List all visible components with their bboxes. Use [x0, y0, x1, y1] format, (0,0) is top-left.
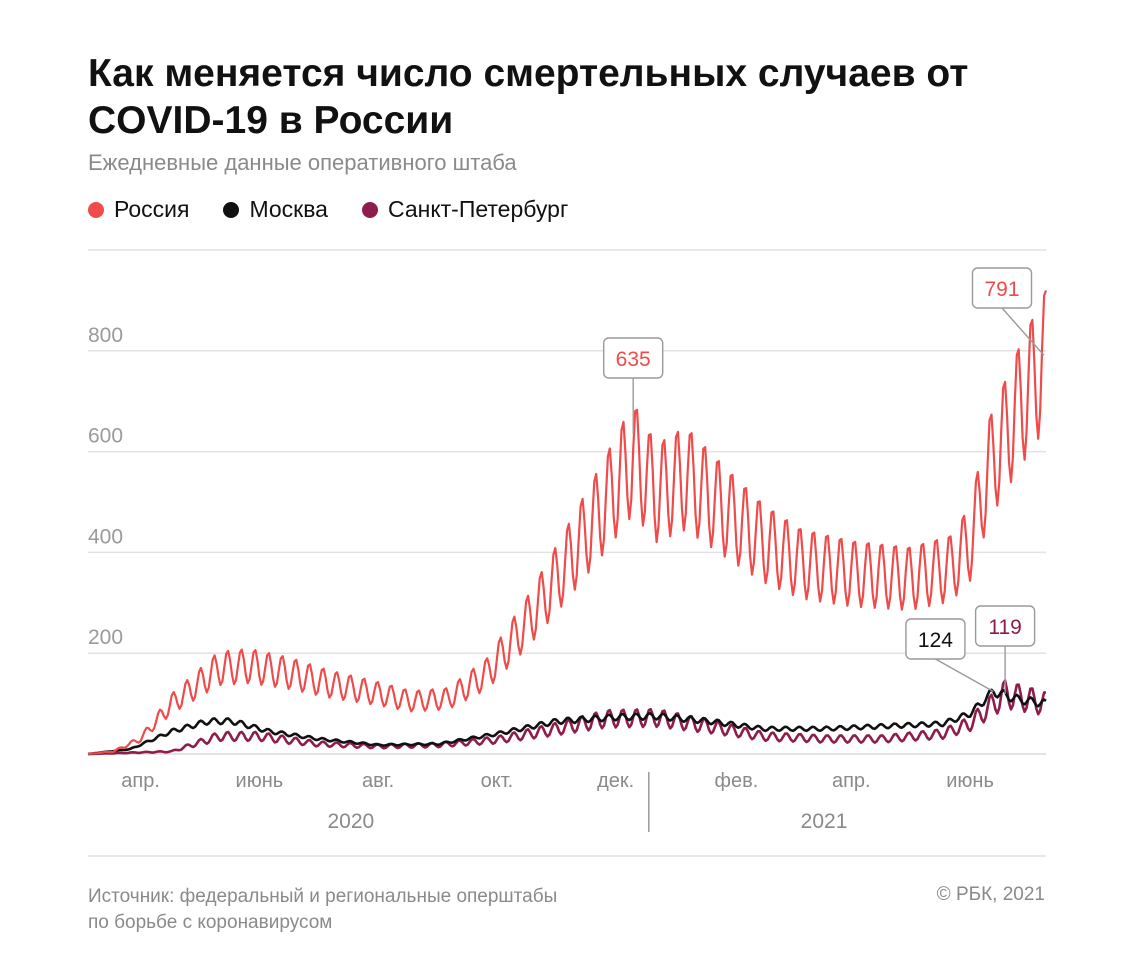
annotation-moscow-label: 124	[918, 629, 953, 652]
legend: Россия Москва Санкт-Петербург	[88, 196, 568, 223]
annotation-russia-last-leader	[1001, 307, 1045, 356]
chart-subtitle: Ежедневные данные оперативного штаба	[88, 150, 517, 175]
annotation-russia-peak-box	[603, 337, 664, 379]
annotation-moscow-box	[905, 618, 966, 660]
y-tick-label-200: 200	[88, 626, 123, 649]
chart-title: Как меняется число смертельных случаев о…	[88, 52, 969, 142]
legend-label-spb: Санкт-Петербург	[387, 196, 569, 222]
y-tick-label-400: 400	[88, 525, 123, 548]
legend-dot-spb-icon	[361, 201, 378, 218]
x-tick-label-2: авг.	[362, 770, 394, 792]
source-line-1: Источник: федеральный и региональные опе…	[88, 886, 558, 907]
annotation-russia-peak-label: 635	[616, 348, 651, 371]
x-tick-label-1: июнь	[236, 770, 284, 792]
series-line-russia	[87, 290, 1048, 756]
source-note: Источник: федеральный и региональные опе…	[88, 884, 557, 936]
legend-item-moscow: Москва	[223, 196, 328, 223]
x-tick-label-5: фев.	[715, 770, 759, 792]
legend-item-spb: Санкт-Петербург	[361, 196, 569, 223]
annotation-spb-box	[974, 605, 1036, 647]
x-tick-label-3: окт.	[481, 770, 514, 792]
y-tick-label-800: 800	[88, 324, 123, 347]
annotation-moscow-leader	[935, 658, 994, 693]
y-tick-label-600: 600	[88, 425, 123, 448]
source-line-2: по борьбе с коронавирусом	[88, 912, 333, 933]
series-line-spb	[87, 679, 1047, 756]
copyright: © РБК, 2021	[936, 884, 1045, 905]
x-tick-label-7: июнь	[946, 770, 994, 792]
year-label-2020: 2020	[328, 810, 375, 833]
legend-item-russia: Россия	[88, 196, 189, 223]
legend-dot-moscow-icon	[223, 201, 240, 218]
series-line-moscow	[87, 688, 1047, 756]
legend-label-russia: Россия	[114, 196, 190, 222]
annotation-russia-last-box	[971, 267, 1033, 309]
annotation-russia-last-label: 791	[984, 278, 1019, 301]
annotation-spb-label: 119	[988, 616, 1021, 639]
legend-dot-russia-icon	[88, 201, 104, 218]
legend-label-moscow: Москва	[249, 196, 328, 222]
year-label-2021: 2021	[801, 810, 848, 833]
x-tick-label-6: апр.	[832, 770, 871, 792]
x-tick-label-0: апр.	[121, 770, 160, 792]
x-tick-label-4: дек.	[597, 770, 634, 792]
